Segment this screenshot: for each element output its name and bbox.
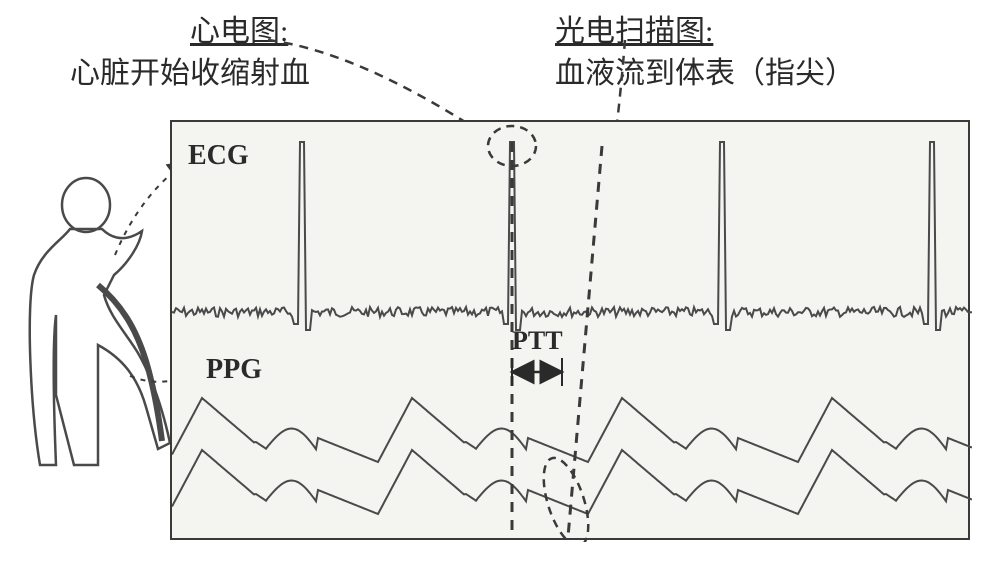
ecg-trace [172, 142, 972, 330]
ptt-label: PTT [512, 326, 563, 356]
ecg-annotation-sub: 心脏开始收缩射血 [70, 48, 310, 92]
chart-svg [172, 122, 972, 542]
ppg-trace-2 [172, 450, 972, 514]
ppg-annotation-sub: 血液流到体表（指尖） [555, 48, 855, 92]
person-figure [30, 178, 170, 465]
ppg-foot-leader-dashed [568, 146, 602, 537]
ecg-annotation-title: 心电图: [190, 6, 288, 50]
chart-box [170, 120, 970, 540]
ppg-annotation-title: 光电扫描图: [555, 6, 713, 50]
ppg-trace-1 [172, 398, 972, 462]
ecg-label: ECG [188, 140, 249, 172]
ppg-label: PPG [206, 354, 262, 386]
stage: 心电图: 心脏开始收缩射血 光电扫描图: 血液流到体表（指尖） [0, 0, 1000, 566]
